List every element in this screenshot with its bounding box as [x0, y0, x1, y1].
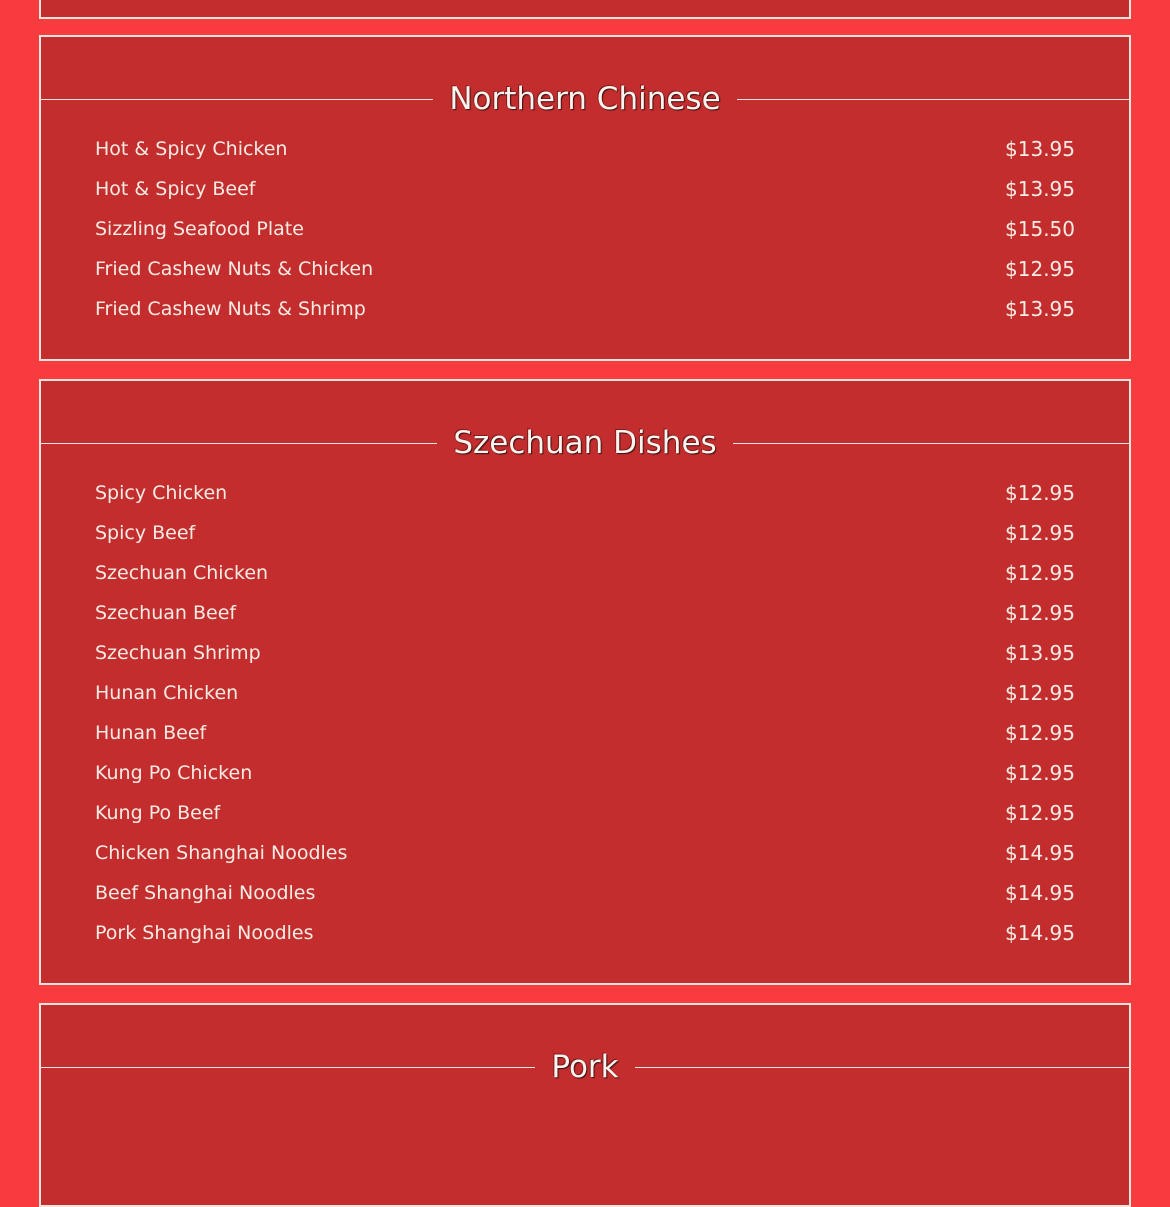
menu-item: Kung Po Beef $12.95 — [95, 793, 1075, 833]
menu-item: Hot & Spicy Chicken $13.95 — [95, 129, 1075, 169]
item-name: Kung Po Chicken — [95, 762, 253, 784]
item-price: $13.95 — [1005, 297, 1075, 321]
menu-section-card: Pork — [39, 1003, 1131, 1207]
menu-item: Hot & Spicy Beef $13.95 — [95, 169, 1075, 209]
item-price: $14.95 — [1005, 881, 1075, 905]
item-price: $12.95 — [1005, 761, 1075, 785]
item-price: $13.95 — [1005, 641, 1075, 665]
menu-section-card: Northern Chinese Hot & Spicy Chicken $13… — [39, 35, 1131, 361]
item-name: Chicken Shanghai Noodles — [95, 842, 348, 864]
item-price: $15.50 — [1005, 217, 1075, 241]
menu-item: Chicken Shanghai Noodles $14.95 — [95, 833, 1075, 873]
menu-item: Spicy Beef $12.95 — [95, 513, 1075, 553]
item-name: Sizzling Seafood Plate — [95, 218, 304, 240]
item-price: $13.95 — [1005, 137, 1075, 161]
item-name: Kung Po Beef — [95, 802, 221, 824]
section-title: Szechuan Dishes — [41, 421, 1129, 465]
item-price: $12.95 — [1005, 721, 1075, 745]
menu-item: Hunan Beef $12.95 — [95, 713, 1075, 753]
previous-section-card — [39, 0, 1131, 19]
menu-item: Beef Shanghai Noodles $14.95 — [95, 873, 1075, 913]
item-name: Spicy Beef — [95, 522, 196, 544]
section-title: Northern Chinese — [41, 77, 1129, 121]
item-price: $14.95 — [1005, 921, 1075, 945]
menu-section-card: Szechuan Dishes Spicy Chicken $12.95 Spi… — [39, 379, 1131, 985]
menu-item: Fried Cashew Nuts & Chicken $12.95 — [95, 249, 1075, 289]
menu-item: Szechuan Shrimp $13.95 — [95, 633, 1075, 673]
item-name: Beef Shanghai Noodles — [95, 882, 316, 904]
section-title: Pork — [41, 1045, 1129, 1089]
item-name: Hot & Spicy Beef — [95, 178, 256, 200]
menu-item: Pork Shanghai Noodles $14.95 — [95, 913, 1075, 953]
item-price: $12.95 — [1005, 521, 1075, 545]
menu-item: Szechuan Beef $12.95 — [95, 593, 1075, 633]
menu-item: Sizzling Seafood Plate $15.50 — [95, 209, 1075, 249]
menu-item: Szechuan Chicken $12.95 — [95, 553, 1075, 593]
item-name: Spicy Chicken — [95, 482, 228, 504]
item-price: $14.95 — [1005, 841, 1075, 865]
menu-items-list: Spicy Chicken $12.95 Spicy Beef $12.95 S… — [95, 473, 1075, 953]
item-price: $12.95 — [1005, 601, 1075, 625]
item-name: Hunan Chicken — [95, 682, 239, 704]
item-name: Pork Shanghai Noodles — [95, 922, 314, 944]
item-price: $12.95 — [1005, 257, 1075, 281]
item-price: $12.95 — [1005, 801, 1075, 825]
item-name: Szechuan Beef — [95, 602, 237, 624]
item-price: $12.95 — [1005, 561, 1075, 585]
item-name: Fried Cashew Nuts & Chicken — [95, 258, 374, 280]
menu-item: Fried Cashew Nuts & Shrimp $13.95 — [95, 289, 1075, 329]
item-name: Szechuan Chicken — [95, 562, 269, 584]
menu-item: Hunan Chicken $12.95 — [95, 673, 1075, 713]
menu-item: Kung Po Chicken $12.95 — [95, 753, 1075, 793]
menu-items-list: Hot & Spicy Chicken $13.95 Hot & Spicy B… — [95, 129, 1075, 329]
item-price: $13.95 — [1005, 177, 1075, 201]
item-price: $12.95 — [1005, 681, 1075, 705]
menu-item: Spicy Chicken $12.95 — [95, 473, 1075, 513]
item-name: Szechuan Shrimp — [95, 642, 261, 664]
item-name: Fried Cashew Nuts & Shrimp — [95, 298, 366, 320]
item-name: Hot & Spicy Chicken — [95, 138, 288, 160]
item-price: $12.95 — [1005, 481, 1075, 505]
item-name: Hunan Beef — [95, 722, 207, 744]
